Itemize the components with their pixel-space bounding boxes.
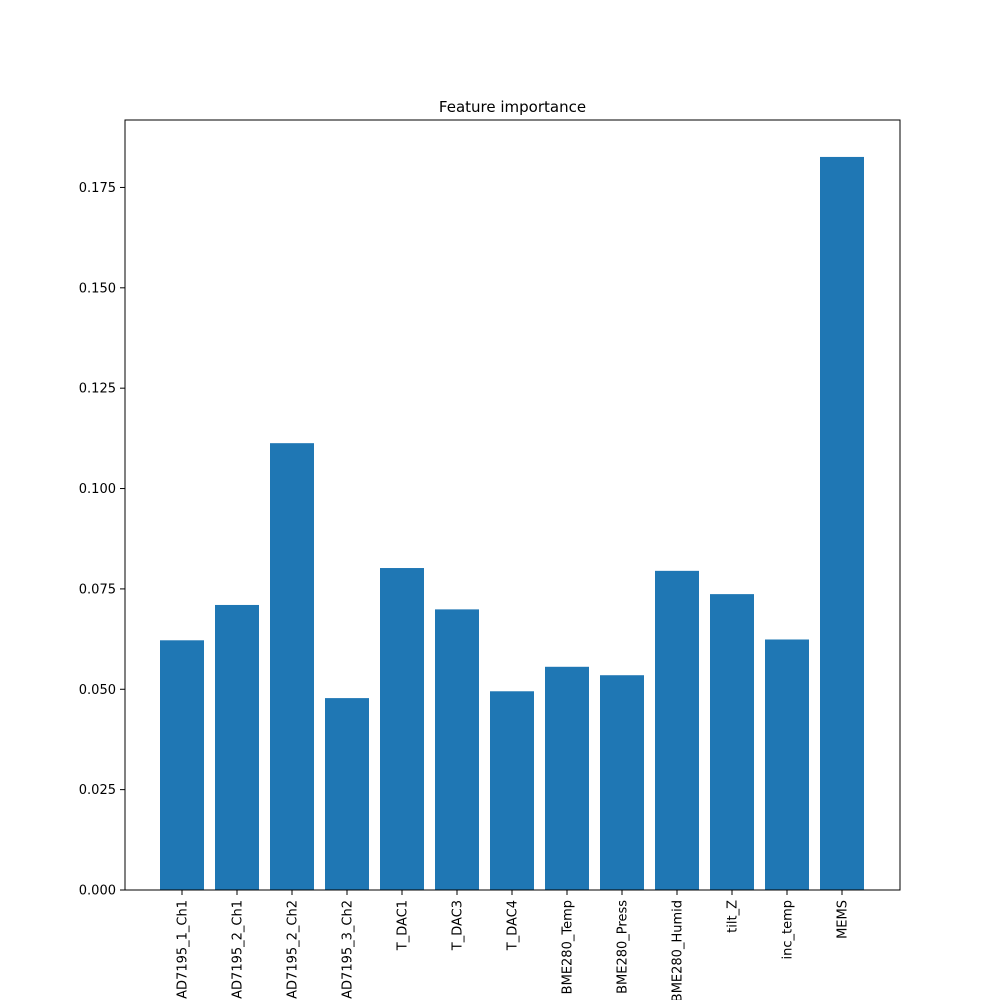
y-axis: 0.000 0.025 0.050 0.075 0.100 0.125 0.150 0.175 — [79, 181, 125, 899]
x-tick-label-3: AD7195_3_Ch2 — [341, 900, 356, 999]
bar-4 — [380, 568, 424, 890]
bar-6 — [490, 691, 534, 890]
x-tick-label-8: BME280_Press — [616, 900, 631, 994]
y-tick-label-6: 0.150 — [79, 281, 116, 296]
bar-2 — [270, 443, 314, 890]
x-tick-label-4: T_DAC1 — [396, 900, 411, 951]
x-tick-label-0: AD7195_1_Ch1 — [176, 900, 191, 999]
y-tick-label-2: 0.050 — [79, 683, 116, 698]
x-tick-label-9: BME280_Humid — [671, 900, 686, 1000]
bar-3 — [325, 698, 369, 890]
bar-12 — [820, 156, 864, 890]
x-tick-label-11: inc_temp — [781, 900, 796, 960]
x-tick-label-7: BME280_Temp — [561, 900, 576, 994]
bar-5 — [435, 609, 479, 890]
bar-11 — [765, 639, 809, 890]
y-tick-label-3: 0.075 — [79, 582, 116, 597]
bars-group — [160, 156, 864, 890]
y-tick-label-4: 0.100 — [79, 482, 116, 497]
chart-title: Feature importance — [439, 98, 586, 116]
x-tick-label-6: T_DAC4 — [506, 900, 521, 951]
bar-9 — [655, 570, 699, 890]
plot-frame — [124, 119, 901, 891]
x-axis: AD7195_1_Ch1 AD7195_2_Ch1 AD7195_2_Ch2 AD71… — [176, 890, 851, 1000]
x-tick-label-2: AD7195_2_Ch2 — [286, 900, 301, 999]
y-tick-label-5: 0.125 — [79, 382, 116, 397]
x-tick-label-1: AD7195_2_Ch1 — [231, 900, 246, 999]
bar-1 — [215, 604, 259, 890]
x-tick-label-10: tilt_Z — [726, 900, 741, 933]
bar-0 — [160, 640, 204, 890]
y-tick-label-0: 0.000 — [79, 884, 116, 899]
bar-10 — [710, 594, 754, 890]
y-tick-label-7: 0.175 — [79, 181, 116, 196]
x-tick-label-12: MEMS — [836, 900, 851, 939]
x-tick-label-5: T_DAC3 — [451, 900, 466, 951]
y-tick-label-1: 0.025 — [79, 783, 116, 798]
bar-7 — [545, 666, 589, 890]
bar-8 — [600, 675, 644, 890]
